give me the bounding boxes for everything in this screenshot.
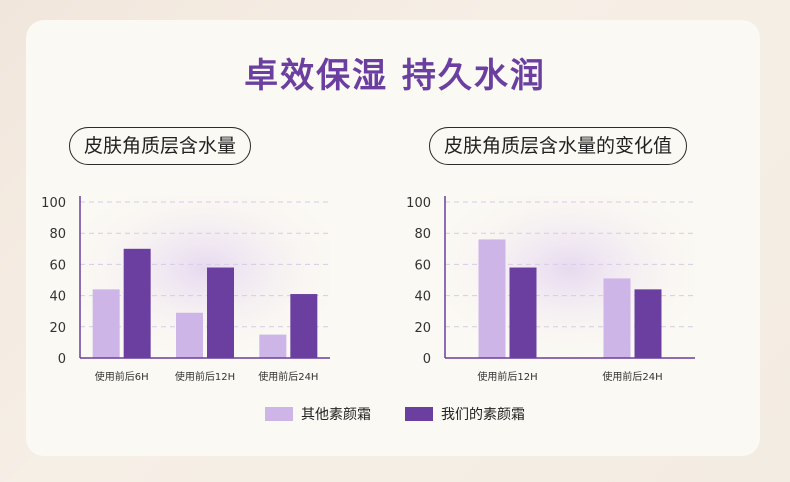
bar-other <box>92 289 120 358</box>
legend-swatch-ours <box>405 407 433 421</box>
legend-item-other: 其他素颜霜 <box>265 404 371 424</box>
y-tick-label: 60 <box>49 258 66 273</box>
x-tick-label: 使用前后12H <box>175 370 235 383</box>
legend-item-ours: 我们的素颜霜 <box>405 404 525 424</box>
bar-ours <box>123 248 151 358</box>
y-tick-label: 40 <box>414 290 431 305</box>
x-tick-label: 使用前后6H <box>95 370 149 383</box>
y-tick-label: 60 <box>414 258 431 273</box>
legend-label-other: 其他素颜霜 <box>301 407 371 423</box>
y-tick-label: 40 <box>49 290 66 305</box>
y-tick-label: 0 <box>58 352 66 367</box>
bar-other <box>603 278 631 358</box>
y-tick-label: 80 <box>49 227 66 242</box>
bar-ours <box>207 267 234 358</box>
bar-other <box>176 312 203 358</box>
y-tick-label: 80 <box>414 227 431 242</box>
legend-label-ours: 我们的素颜霜 <box>441 407 525 423</box>
moisture-bar-chart: 0 20 40 60 80 100 使用前后6H 使用前后12H 使用前后24H <box>41 196 330 383</box>
bar-other <box>478 239 506 358</box>
legend-swatch-other <box>265 407 293 421</box>
page-title: 卓效保湿 持久水润 <box>244 56 546 96</box>
y-tick-label: 0 <box>423 352 431 367</box>
moisture-change-bar-chart: 0 20 40 60 80 100 使用前后12H 使用前后24H <box>406 196 695 383</box>
x-tick-label: 使用前后24H <box>602 370 662 383</box>
y-tick-label: 100 <box>41 196 66 211</box>
bar-ours <box>290 294 318 358</box>
chart-title-moisture: 皮肤角质层含水量 <box>69 127 252 165</box>
y-tick-label: 20 <box>49 321 66 336</box>
bar-other <box>259 334 287 358</box>
bar-ours <box>634 289 662 358</box>
bar-ours <box>509 267 537 358</box>
x-tick-label: 使用前后12H <box>477 370 537 383</box>
y-tick-label: 100 <box>406 196 431 211</box>
y-tick-label: 20 <box>414 321 431 336</box>
plot-background <box>80 196 330 358</box>
x-tick-label: 使用前后24H <box>258 370 318 383</box>
chart-title-moisture-change: 皮肤角质层含水量的变化值 <box>429 127 688 165</box>
legend: 其他素颜霜 我们的素颜霜 <box>0 404 790 424</box>
